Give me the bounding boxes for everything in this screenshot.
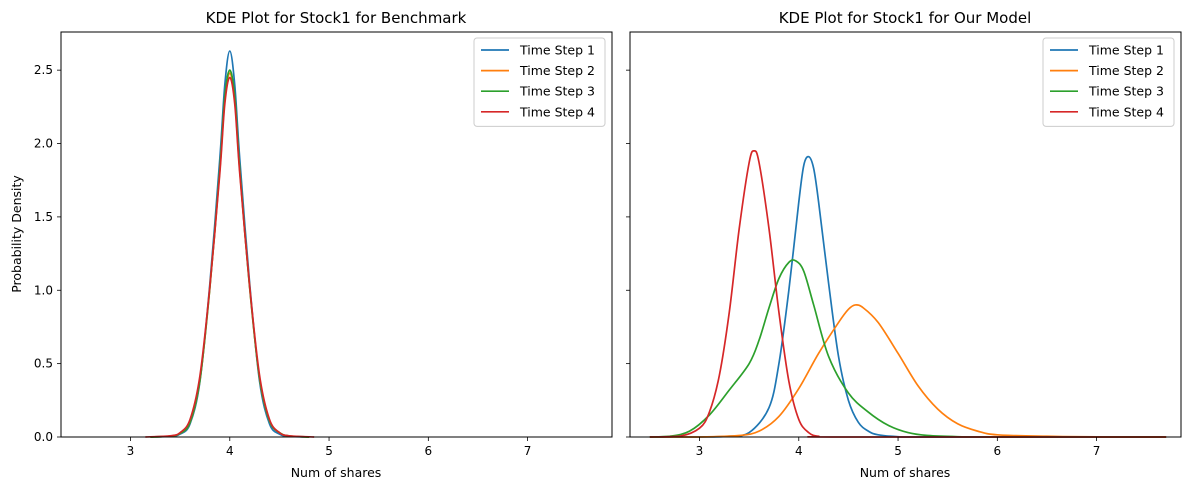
legend-box [1042, 37, 1175, 127]
y-tick-label: 0.5 [34, 357, 53, 371]
legend: Time Step 1 Time Step 2 Time Step 3 Time St… [1042, 37, 1175, 127]
y-tick-label: 0.0 [34, 430, 53, 444]
y-tick-label: 2.5 [34, 63, 53, 77]
series-line-1 [649, 155, 1167, 438]
x-axis-label: Num of shares [291, 465, 382, 480]
legend-label: Time Step 2 [519, 63, 595, 78]
x-tick-label: 5 [325, 444, 333, 458]
legend-label: Time Step 3 [1088, 84, 1164, 99]
series-line-4 [145, 76, 315, 438]
x-axis-label: Num of shares [860, 465, 951, 480]
chart-title: KDE Plot for Stock1 for Benchmark [206, 9, 467, 27]
legend-label: Time Step 3 [519, 84, 595, 99]
series-line-4 [649, 149, 1167, 438]
x-ticks: 3 4 5 6 7 [127, 437, 532, 458]
series-line-3 [649, 259, 1167, 438]
legend-label: Time Step 1 [1088, 43, 1164, 58]
series-line-2 [150, 72, 310, 438]
x-tick-label: 3 [127, 444, 135, 458]
legend-label: Time Step 1 [519, 43, 595, 58]
plot-area [649, 149, 1167, 438]
legend-label: Time Step 4 [519, 104, 595, 119]
legend-label: Time Step 2 [1088, 63, 1164, 78]
x-tick-label: 4 [226, 444, 234, 458]
x-tick-label: 5 [894, 444, 902, 458]
x-tick-label: 7 [524, 444, 532, 458]
x-tick-label: 7 [1093, 444, 1101, 458]
legend: Time Step 1 Time Step 2 Time Step 3 Time St… [473, 37, 606, 127]
x-tick-label: 3 [696, 444, 704, 458]
series-line-1 [150, 50, 310, 438]
y-tick-label: 1.5 [34, 210, 53, 224]
x-tick-label: 6 [994, 444, 1002, 458]
series-line-3 [150, 69, 310, 438]
y-tick-label: 2.0 [34, 137, 53, 151]
y-ticks: 0.0 0.5 1.0 1.5 2.0 2.5 [34, 63, 61, 444]
legend-label: Time Step 4 [1088, 104, 1164, 119]
x-tick-label: 4 [795, 444, 803, 458]
y-ticks [626, 69, 630, 438]
axes-frame [60, 31, 613, 438]
y-axis-label: Probability Density [9, 175, 24, 293]
axes-frame [629, 31, 1182, 438]
x-tick-label: 6 [425, 444, 433, 458]
x-ticks: 3 4 5 6 7 [696, 437, 1101, 458]
chart-title: KDE Plot for Stock1 for Our Model [779, 9, 1032, 27]
plot-area [145, 50, 315, 438]
series-line-2 [649, 304, 1167, 438]
legend-box [473, 37, 606, 127]
y-tick-label: 1.0 [34, 283, 53, 297]
